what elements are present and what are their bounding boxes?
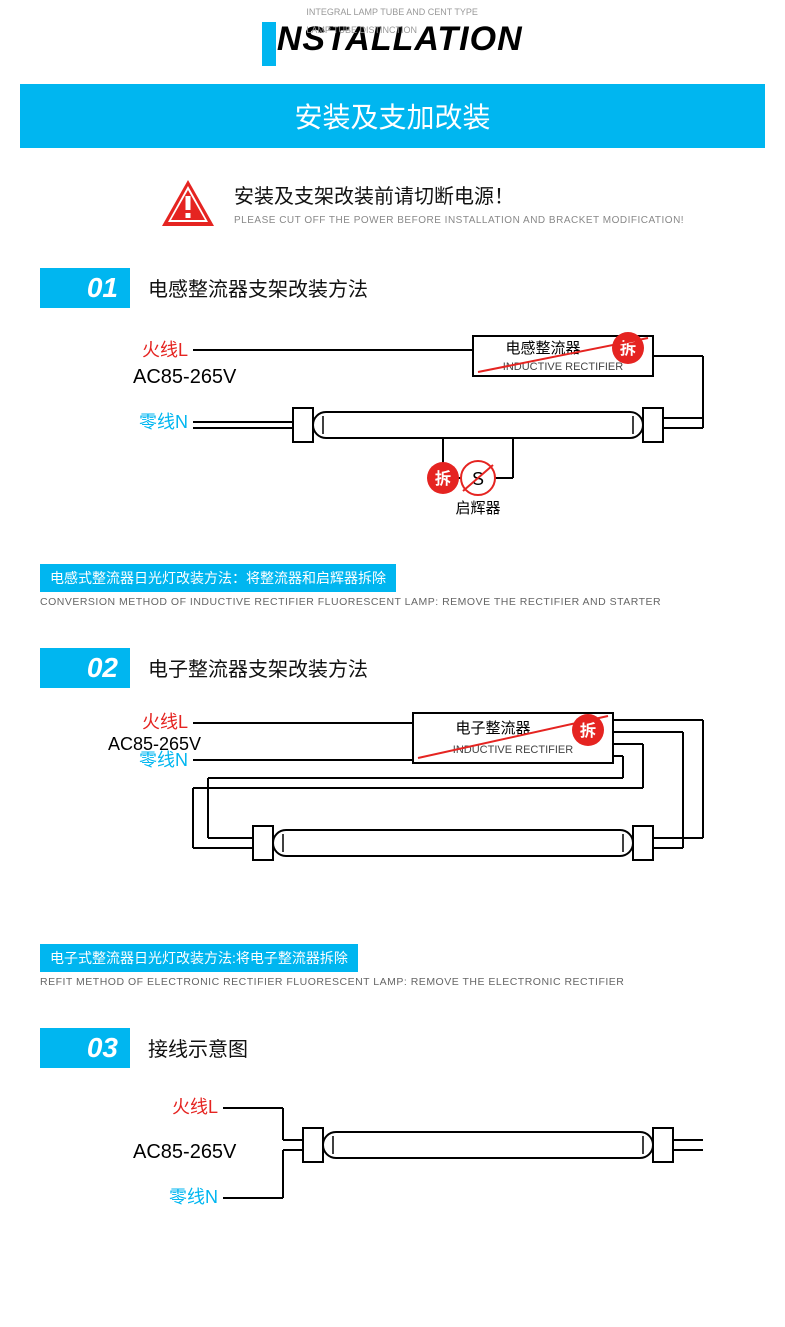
section-02: 02 电子整流器支架改装方法 火线L AC85-265V 零线N 电子整流器 I… bbox=[0, 648, 785, 1028]
page-header: INTEGRAL LAMP TUBE AND CENT TYPE LAMP TU… bbox=[0, 0, 785, 78]
step-title-01: 电感整流器支架改装方法 bbox=[148, 273, 368, 302]
starter-label: 启辉器 bbox=[455, 500, 500, 517]
caption-cn-01: 电感式整流器日光灯改装方法：将整流器和启辉器拆除 bbox=[40, 564, 396, 592]
live-label: 火线L bbox=[141, 340, 187, 360]
remove-badge-3: 拆 bbox=[579, 721, 595, 740]
main-banner: 安装及支加改装 bbox=[20, 84, 765, 148]
neutral-label-3: 零线N bbox=[169, 1187, 218, 1207]
live-label-2: 火线L bbox=[141, 712, 187, 732]
warning-text-cn: 安装及支架改装前请切断电源！ bbox=[234, 180, 684, 209]
step-title-03: 接线示意图 bbox=[148, 1033, 248, 1062]
step-badge-03: 03 bbox=[40, 1028, 130, 1068]
step-badge-02: 02 bbox=[40, 648, 130, 688]
warning-text-en: PLEASE CUT OFF THE POWER BEFORE INSTALLA… bbox=[234, 215, 684, 226]
warning-block: 安装及支架改装前请切断电源！ PLEASE CUT OFF THE POWER … bbox=[0, 178, 785, 268]
caption-cn-02: 电子式整流器日光灯改装方法:将电子整流器拆除 bbox=[40, 944, 358, 972]
tube-shape bbox=[293, 408, 663, 442]
header-subtitle-1: INTEGRAL LAMP TUBE AND CENT TYPE bbox=[306, 7, 478, 18]
live-label-3: 火线L bbox=[171, 1097, 217, 1117]
step-badge-01: 01 bbox=[40, 268, 130, 308]
warning-icon bbox=[160, 178, 216, 228]
tube-shape-3 bbox=[303, 1128, 673, 1162]
diagram-direct: 火线L AC85-265V 零线N bbox=[43, 1088, 743, 1228]
neutral-label-2: 零线N bbox=[139, 750, 188, 770]
header-subtitle-2: LAMP TUBE DISTINCTION bbox=[306, 25, 417, 36]
step-title-02: 电子整流器支架改装方法 bbox=[148, 653, 368, 682]
caption-en-01: CONVERSION METHOD OF INDUCTIVE RECTIFIER… bbox=[40, 596, 745, 608]
voltage-label-3: AC85-265V bbox=[133, 1141, 237, 1163]
diagram-inductive: 火线L AC85-265V 零线N 电感整流器 INDUCTIVE RECTIF… bbox=[43, 328, 743, 538]
rectifier-cn-2: 电子整流器 bbox=[455, 720, 530, 737]
remove-badge-2: 拆 bbox=[434, 469, 450, 488]
voltage-label: AC85-265V bbox=[133, 366, 237, 388]
neutral-label: 零线N bbox=[139, 412, 188, 432]
section-01: 01 电感整流器支架改装方法 火线L AC85-265V 零线N 电感整流器 I… bbox=[0, 268, 785, 648]
header-accent-bar bbox=[262, 22, 276, 66]
tube-shape-2 bbox=[253, 826, 653, 860]
section-03: 03 接线示意图 火线L AC85-265V 零线N bbox=[0, 1028, 785, 1288]
diagram-electronic: 火线L AC85-265V 零线N 电子整流器 INDUCTIVE RECTIF… bbox=[43, 708, 743, 918]
caption-en-02: REFIT METHOD OF ELECTRONIC RECTIFIER FLU… bbox=[40, 976, 745, 988]
